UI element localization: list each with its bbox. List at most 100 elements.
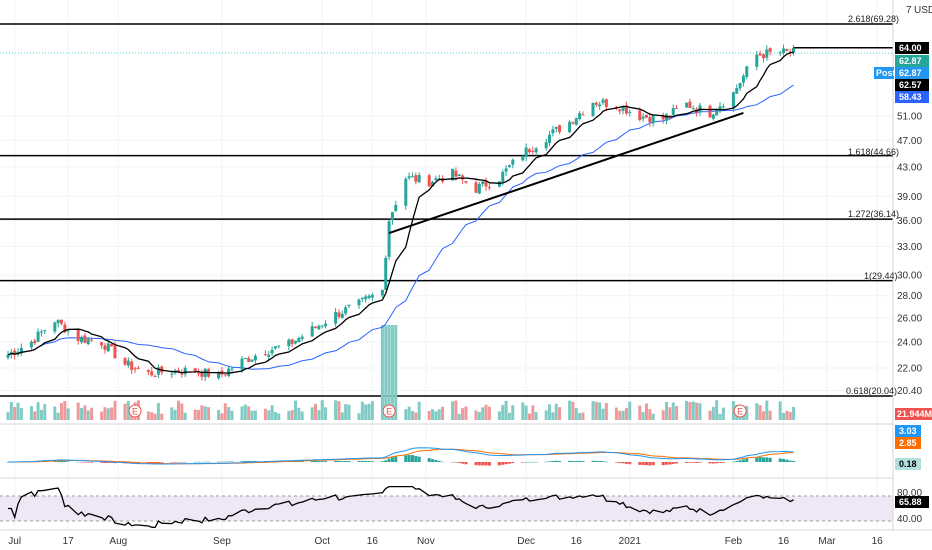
trendline-segment[interactable] bbox=[388, 111, 744, 235]
macd-hist-bar bbox=[103, 462, 107, 464]
fib-label-1618: 1.618(44.66) bbox=[848, 147, 899, 157]
candle-body bbox=[644, 114, 648, 118]
earnings-marker[interactable] bbox=[733, 404, 747, 418]
candle-body bbox=[755, 54, 759, 67]
macd-hist-bar bbox=[718, 462, 722, 463]
volume-bar bbox=[591, 401, 595, 420]
candle-body bbox=[665, 114, 669, 121]
volume-bar bbox=[407, 406, 411, 420]
volume-bar bbox=[123, 403, 127, 420]
macd-hist-bar bbox=[671, 462, 675, 464]
volume-tag bbox=[895, 408, 932, 420]
price-tick-labels: 51.00 47.00 43.00 39.00 36.00 33.00 30.00 28.00… bbox=[897, 111, 922, 397]
macd-hist-bar bbox=[380, 461, 384, 462]
date-tick-label: Jul bbox=[8, 536, 21, 547]
price-axis[interactable]: 7 USD 51.00 47.00 43.00 39.00 36.00 33.00 30.0… bbox=[892, 0, 932, 530]
candle-body bbox=[758, 53, 762, 56]
macd-hist-bar bbox=[297, 461, 301, 462]
candle-body bbox=[641, 116, 645, 119]
candle-body bbox=[300, 336, 304, 339]
candle-body bbox=[150, 371, 154, 376]
date-tick-label: Mar bbox=[818, 536, 836, 547]
volume-bar bbox=[598, 402, 602, 420]
price-tick-label: 51.00 bbox=[897, 111, 922, 122]
price-tick-label: 43.00 bbox=[897, 163, 922, 174]
earnings-marker[interactable] bbox=[382, 404, 396, 418]
trendline[interactable] bbox=[388, 111, 744, 235]
candle-body bbox=[558, 125, 562, 133]
volume-bar bbox=[434, 411, 438, 420]
date-tick-label: Sep bbox=[213, 536, 231, 547]
candle-body bbox=[548, 134, 552, 143]
macd-hist-bar bbox=[86, 462, 90, 463]
volume-bar bbox=[691, 401, 695, 420]
candle-body bbox=[601, 99, 605, 103]
rsi-polyline bbox=[8, 485, 794, 529]
volume-bar bbox=[671, 402, 675, 420]
macd-hist-bar bbox=[217, 461, 221, 463]
volume-bar bbox=[16, 402, 20, 420]
volume-bar bbox=[240, 406, 244, 420]
fib-labels: 2.618(69.28) 1.618(44.66) 1.272(36.14) 1… bbox=[846, 14, 899, 396]
price-tick-label: 28.00 bbox=[897, 291, 922, 302]
volume-bar bbox=[457, 413, 461, 420]
volume-bar bbox=[59, 403, 63, 420]
volume-bar bbox=[370, 401, 374, 420]
volume-bar bbox=[106, 408, 110, 420]
rsi-pane[interactable] bbox=[0, 477, 893, 529]
candle-body bbox=[598, 104, 602, 107]
macd-hist-bar bbox=[360, 460, 364, 462]
candle-body bbox=[310, 326, 314, 337]
candle-body bbox=[267, 354, 271, 357]
candle-body bbox=[487, 187, 491, 189]
ma-fast-line bbox=[7, 51, 794, 374]
macd-hist-bar bbox=[481, 462, 485, 466]
macd-hist-bar bbox=[568, 460, 572, 462]
volume-bar bbox=[427, 410, 431, 420]
macd-hist-bar bbox=[785, 459, 789, 462]
candle-body bbox=[43, 330, 47, 332]
macd-pane[interactable] bbox=[0, 423, 893, 466]
price-tags: 64.00 62.87 Post 62.87 62.57 58.43 21.94… bbox=[874, 42, 932, 508]
macd-hist-bar bbox=[240, 461, 244, 462]
volume-bar bbox=[19, 408, 23, 420]
volume-bar bbox=[253, 410, 257, 420]
candle-body bbox=[217, 372, 221, 379]
volume-bar bbox=[153, 413, 157, 420]
candle-body bbox=[370, 294, 374, 298]
candle-body bbox=[568, 121, 572, 133]
macd-hist-bar bbox=[414, 455, 418, 462]
volume-bar bbox=[223, 403, 227, 420]
volume-bar bbox=[183, 412, 187, 420]
candle-body bbox=[367, 295, 371, 299]
candle-body bbox=[708, 105, 712, 118]
date-tick-label: Dec bbox=[517, 536, 535, 547]
candle-body bbox=[247, 358, 251, 363]
earnings-marker[interactable] bbox=[128, 404, 142, 418]
macd-hist-bar bbox=[451, 461, 455, 463]
high-tag bbox=[895, 42, 929, 54]
macd-hist-bar bbox=[300, 461, 304, 462]
volume-bar bbox=[66, 408, 70, 420]
time-axis[interactable]: Jul 17 Aug Sep Oct 16 Nov Dec 16 2021 Feb 16 Mar 16 bbox=[0, 529, 932, 547]
candle-body bbox=[83, 335, 87, 343]
candle-body bbox=[380, 289, 384, 296]
candle-body bbox=[761, 54, 765, 59]
volume-bar bbox=[287, 411, 291, 420]
volume-bar bbox=[731, 401, 735, 420]
volume-bar bbox=[507, 412, 511, 420]
macd-hist-bar bbox=[387, 458, 391, 462]
candle-body bbox=[688, 101, 692, 108]
candle-body bbox=[227, 368, 231, 376]
volume-bar bbox=[207, 407, 211, 420]
candle-body bbox=[130, 361, 134, 370]
macd-hist-bar bbox=[761, 457, 765, 462]
currency-label: USD bbox=[914, 5, 932, 16]
volume-bar bbox=[548, 404, 552, 420]
volume-bar bbox=[531, 405, 535, 420]
candle-body bbox=[324, 323, 328, 327]
macd-tag bbox=[895, 425, 921, 437]
